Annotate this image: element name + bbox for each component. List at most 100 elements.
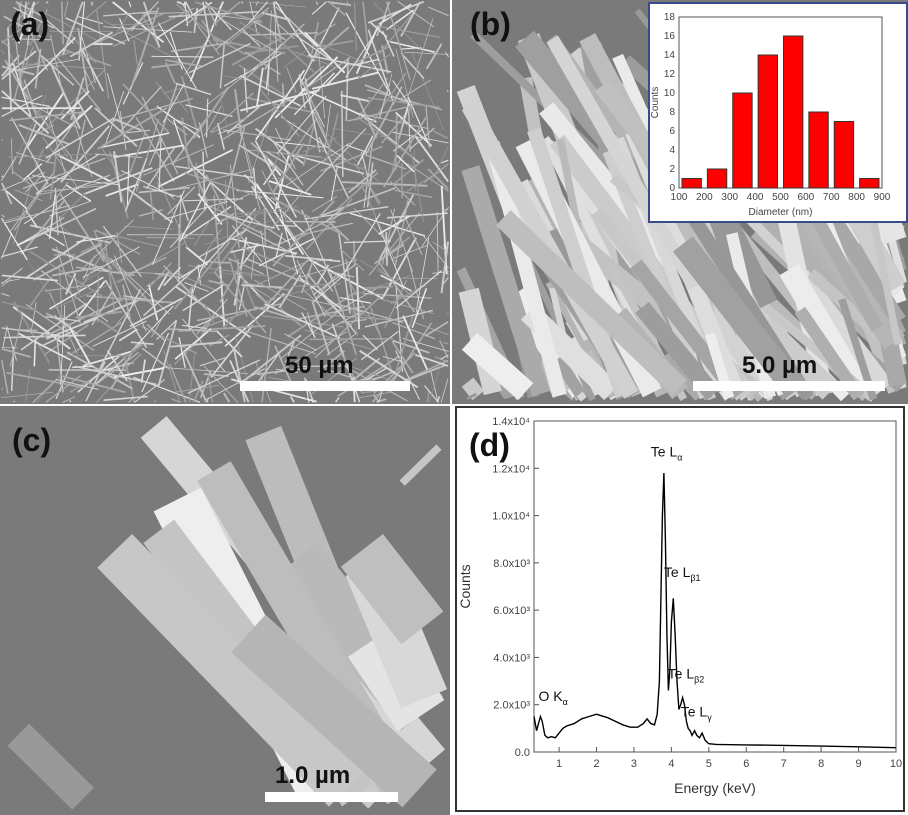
nanowire (77, 27, 89, 93)
nanowire (1, 171, 45, 191)
y-tick-label: 2.0x10³ (493, 700, 530, 712)
nanowire (1, 94, 43, 118)
nanowire (100, 249, 155, 307)
nanowire (409, 127, 435, 150)
x-tick-label: 2 (593, 758, 599, 770)
panel-label-d: (d) (469, 427, 510, 463)
nanowire (55, 378, 99, 390)
nanowire (1, 274, 59, 282)
nanowire (34, 48, 42, 89)
nanowire (382, 208, 396, 265)
nanowire (104, 241, 116, 315)
nanowire (82, 349, 136, 367)
nanowire (461, 377, 485, 401)
x-tick-label: 1 (556, 758, 562, 770)
nanowire (394, 315, 414, 373)
nanowire (13, 24, 23, 89)
nanowire (33, 243, 103, 281)
nanowire (254, 140, 297, 218)
nanowire (12, 171, 33, 186)
nanowire (391, 341, 414, 374)
nanowire (399, 444, 442, 486)
nanowire (173, 118, 200, 131)
nanowire (341, 181, 428, 187)
nanowire (353, 1, 357, 51)
nanowire (242, 28, 261, 48)
nanowire (239, 334, 302, 385)
nanowire (315, 264, 330, 287)
nanowire (443, 276, 449, 285)
x-tick-label: 300 (721, 192, 738, 203)
nanowire (254, 306, 291, 319)
nanowire (400, 52, 425, 80)
y-tick-label: 2 (669, 164, 675, 175)
nanowire (255, 67, 264, 107)
y-tick-label: 8 (669, 107, 675, 118)
nanowire (156, 1, 213, 39)
nanowire (124, 353, 142, 369)
nanowire (45, 315, 81, 322)
nanowire (80, 237, 111, 254)
x-tick-label: 200 (696, 192, 713, 203)
nanowire (340, 94, 370, 103)
nanowire (29, 278, 51, 307)
nanowire (145, 270, 172, 287)
nanowire (380, 274, 412, 292)
nanowire (18, 123, 37, 165)
nanowire (244, 174, 305, 234)
nanowire (148, 141, 160, 166)
nanowire (353, 208, 384, 238)
nanowire (1, 391, 54, 399)
nanowire (413, 134, 449, 182)
nanowire (242, 227, 297, 256)
nanowire (367, 96, 440, 109)
nanowire (169, 363, 187, 403)
nanowire (4, 189, 28, 210)
nanowire (386, 212, 448, 219)
x-tick-label: 7 (781, 758, 787, 770)
nanowire (364, 86, 403, 156)
nanowire (20, 302, 87, 351)
nanowire (285, 254, 341, 263)
nanowire (142, 11, 188, 15)
nanowire (210, 324, 254, 378)
nanowire (385, 232, 388, 266)
nanowire (99, 361, 134, 373)
nanowire (14, 189, 43, 202)
nanowire (172, 93, 189, 113)
nanowire (428, 6, 449, 17)
nanowire (443, 176, 449, 182)
nanowire (446, 90, 449, 92)
nanowire (436, 212, 439, 276)
nanowire (347, 169, 377, 194)
y-axis-label: Counts (650, 87, 661, 119)
nanowire (75, 310, 123, 319)
nanowire (273, 154, 290, 214)
nanowire (395, 111, 433, 147)
nanowire (42, 137, 80, 191)
nanowire (146, 324, 166, 342)
nanowire (216, 122, 226, 150)
nanowire (205, 368, 266, 401)
nanowire (276, 95, 327, 155)
nanowire (378, 3, 412, 25)
nanowire (50, 275, 130, 310)
nanowire (12, 63, 32, 117)
nanowire (206, 5, 217, 26)
nanowire (185, 246, 209, 266)
nanowire (9, 314, 24, 367)
nanowire (406, 253, 425, 320)
nanowire (219, 263, 226, 327)
nanowire (93, 229, 162, 248)
nanowire (425, 105, 431, 149)
nanowire (334, 397, 340, 403)
nanowire (199, 356, 228, 367)
nanowire (428, 364, 442, 403)
nanowire (327, 1, 351, 7)
nanowire (256, 366, 311, 376)
nanowire (209, 92, 254, 133)
nanowire (81, 37, 96, 84)
nanowire (346, 1, 349, 5)
nanowire (365, 367, 387, 381)
nanowire (396, 154, 415, 173)
